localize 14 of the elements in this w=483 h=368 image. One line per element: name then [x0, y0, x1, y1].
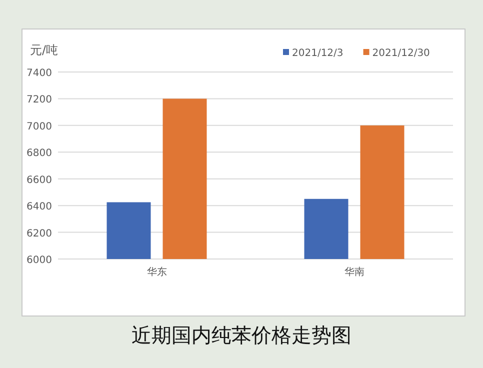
text: 近期国内纯苯价格走势图 — [132, 323, 352, 347]
y-tick-label: 6600 — [26, 174, 52, 186]
legend-label: 2021/12/3 — [292, 48, 344, 59]
x-tick-label: 华东 — [146, 266, 167, 278]
x-tick-label: 华南 — [344, 266, 364, 278]
y-tick-label: 7200 — [26, 94, 52, 106]
y-axis-title: 元/吨 — [30, 43, 58, 57]
y-tick-label: 6800 — [26, 148, 52, 160]
legend-label: 2021/12/30 — [372, 48, 430, 59]
y-tick-label: 6400 — [26, 202, 52, 213]
y-tick-label: 6200 — [26, 228, 52, 240]
y-tick-label: 6000 — [26, 255, 52, 266]
y-tick-label: 7400 — [26, 68, 52, 79]
y-tick-label: 7000 — [26, 121, 52, 132]
